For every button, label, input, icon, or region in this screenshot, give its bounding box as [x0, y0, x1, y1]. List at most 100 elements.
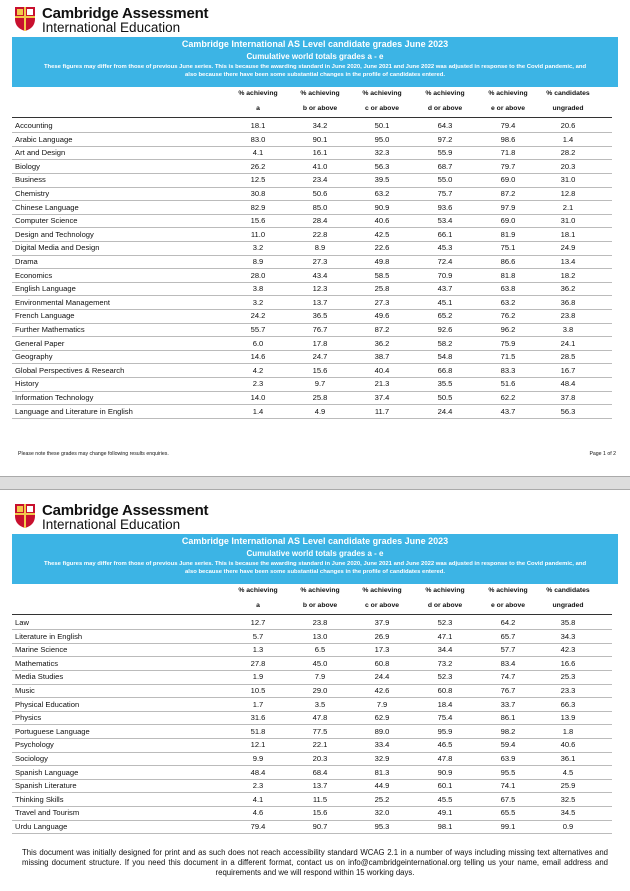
row-rule [12, 363, 612, 365]
row-rule [12, 417, 612, 419]
subject: Accounting [15, 121, 53, 130]
value-cell: 36.8 [560, 297, 576, 307]
value-cell: 18.2 [560, 270, 576, 280]
value-cell: 16.7 [560, 365, 576, 375]
value-cell: 34.3 [560, 631, 576, 641]
column-header: % achieving [425, 90, 465, 97]
value-cell: 60.1 [437, 781, 453, 791]
value-cell: 57.7 [500, 645, 516, 655]
value-cell: 20.3 [560, 161, 576, 171]
value-cell: 76.2 [500, 311, 516, 321]
value-cell: 51.6 [500, 379, 516, 389]
value-cell: 69.0 [500, 216, 516, 226]
subject: Psychology [15, 740, 54, 750]
value-cell: 33.4 [374, 740, 390, 750]
value-cell: 43.4 [312, 270, 328, 280]
subject: Music [15, 686, 35, 695]
column-header: b or above [302, 105, 338, 112]
row-rule [12, 792, 612, 794]
value-cell: 62.9 [374, 713, 390, 723]
value-cell: 50.6 [312, 189, 328, 198]
banner-note: These figures may differ from those of p… [43, 64, 587, 78]
value-cell: 3.8 [252, 284, 264, 294]
row-rule [12, 240, 612, 242]
value-cell: 66.8 [437, 365, 453, 375]
value-cell: 45.3 [437, 243, 453, 253]
value-cell: 25.8 [374, 284, 390, 294]
row-rule [12, 186, 612, 188]
value-cell: 81.8 [500, 270, 516, 280]
row-rule [12, 390, 612, 392]
value-cell: 90.1 [312, 134, 328, 144]
header-rule [12, 614, 612, 615]
value-cell: 17.3 [374, 645, 390, 655]
value-cell: 83.0 [250, 134, 266, 144]
value-cell: 75.9 [500, 338, 516, 348]
value-cell: 22.8 [312, 229, 328, 239]
row-rule [12, 376, 612, 378]
row-rule [12, 308, 612, 310]
column-header: c or above [365, 602, 399, 609]
value-cell: 24.4 [374, 672, 390, 682]
value-cell: 34.4 [437, 645, 453, 655]
row-rule [12, 737, 612, 739]
value-cell: 13.7 [312, 781, 328, 791]
value-cell: 4.1 [252, 794, 264, 804]
value-cell: 58.2 [437, 338, 453, 348]
value-cell: 74.1 [500, 781, 516, 791]
value-cell: 7.9 [314, 672, 326, 682]
value-cell: 1.7 [252, 699, 264, 709]
value-cell: 7.9 [376, 699, 388, 709]
value-cell: 90.9 [374, 202, 390, 212]
value-cell: 32.9 [374, 754, 390, 763]
value-cell: 65.5 [500, 808, 516, 818]
row-rule [12, 336, 612, 338]
value-cell: 12.3 [312, 284, 328, 294]
value-cell: 4.6 [252, 808, 264, 818]
column-header: d or above [427, 602, 463, 609]
subject: English Language [15, 284, 76, 294]
subject: Computer Science [15, 216, 78, 226]
value-cell: 13.9 [560, 713, 576, 723]
value-cell: 1.4 [562, 134, 574, 144]
value-cell: 63.2 [500, 297, 516, 307]
accessibility-note: This document was initially designed for… [22, 848, 608, 877]
value-cell: 16.1 [312, 148, 328, 158]
value-cell: 26.2 [250, 161, 266, 171]
value-cell: 39.5 [374, 175, 390, 185]
value-cell: 52.3 [437, 618, 453, 627]
value-cell: 60.8 [374, 658, 390, 668]
subject: Urdu Language [15, 822, 68, 831]
page-break [0, 476, 630, 490]
subject: Environmental Management [15, 297, 110, 307]
column-header: % achieving [238, 90, 278, 97]
value-cell: 96.2 [500, 325, 516, 334]
value-cell: 5.7 [252, 631, 264, 641]
subject: History [15, 379, 39, 389]
value-cell: 75.1 [500, 243, 516, 253]
column-header: a [256, 105, 260, 112]
value-cell: 62.2 [500, 393, 516, 402]
value-cell: 82.9 [250, 202, 266, 212]
column-header: ungraded [552, 105, 584, 112]
value-cell: 1.3 [252, 645, 264, 655]
subject: Drama [15, 257, 38, 266]
column-header: % achieving [362, 587, 402, 594]
column-header: % achieving [300, 90, 340, 97]
value-cell: 2.3 [252, 379, 264, 389]
value-cell: 25.8 [312, 393, 328, 402]
value-cell: 4.1 [252, 148, 264, 158]
value-cell: 87.2 [374, 325, 390, 334]
value-cell: 1.8 [562, 726, 574, 736]
value-cell: 79.7 [500, 161, 516, 171]
value-cell: 97.9 [500, 202, 516, 212]
value-cell: 36.2 [374, 338, 390, 348]
row-rule [12, 751, 612, 753]
row-rule [12, 683, 612, 685]
row-rule [12, 778, 612, 780]
subject: Spanish Language [15, 767, 79, 777]
value-cell: 50.5 [437, 393, 453, 402]
value-cell: 45.1 [437, 297, 453, 307]
row-rule [12, 132, 612, 134]
value-cell: 20.3 [312, 754, 328, 763]
